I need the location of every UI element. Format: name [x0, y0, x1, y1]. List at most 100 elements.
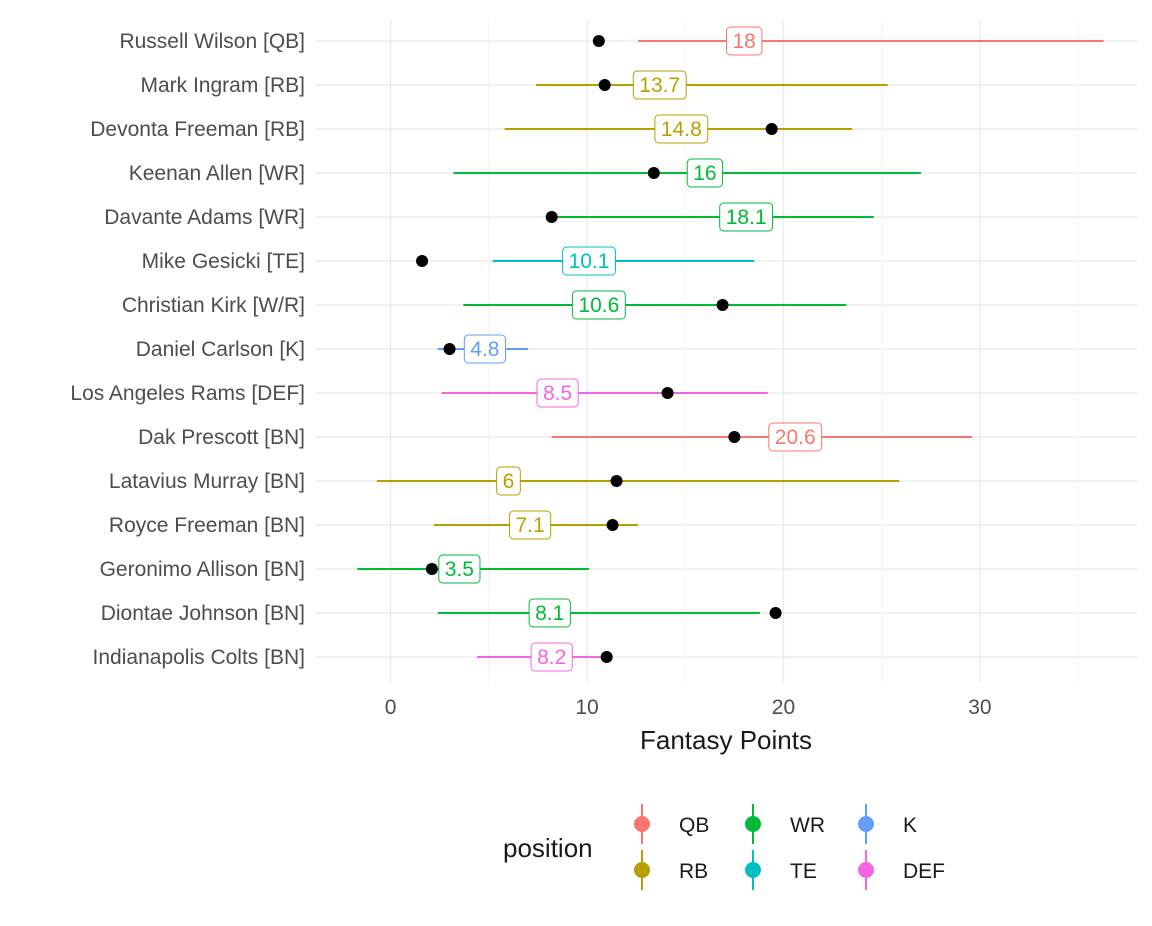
projected-value-box: [686, 158, 724, 188]
projected-value-label: 14.8: [654, 114, 709, 144]
actual-point: [592, 35, 605, 47]
actual-points: [416, 35, 782, 663]
value-labels: 18 13.7 14.8 16 18.1 10.1 10.6 4.8 8.5 20.6 67.1 3.…: [438, 26, 823, 672]
y-tick-label: Royce Freeman [BN]: [109, 514, 305, 537]
legend-label: TE: [790, 860, 817, 883]
y-tick-label: Latavius Murray [BN]: [109, 470, 305, 493]
legend-item: TE: [745, 850, 817, 890]
actual-point: [661, 387, 674, 399]
projected-value-text: 18.1: [726, 206, 767, 229]
x-axis-ticks: 0 10 20 30: [385, 696, 992, 719]
legend-key-point: [745, 862, 761, 878]
y-tick-label: Mark Ingram [RB]: [140, 74, 305, 97]
legend-label: RB: [679, 860, 708, 883]
legend-item: RB: [634, 850, 708, 890]
y-tick-label: Davante Adams [WR]: [104, 206, 305, 229]
actual-point: [443, 343, 456, 355]
projected-value-label: 8.5: [536, 378, 579, 408]
projected-value-box: [768, 422, 823, 452]
legend-item: DEF: [858, 850, 945, 890]
projected-value-label: 18.1: [719, 202, 774, 232]
projected-value-box: [536, 378, 579, 408]
y-axis-labels: Russell Wilson [QB] Mark Ingram [RB] Devon…: [70, 30, 305, 669]
actual-point: [610, 475, 623, 487]
actual-point: [416, 255, 429, 267]
legend: position QB RB WR TE K DEF: [503, 804, 945, 890]
legend-key-point: [745, 816, 761, 832]
x-axis-title: Fantasy Points: [640, 725, 812, 755]
legend-label: WR: [790, 814, 825, 837]
projected-value-text: 16: [693, 162, 716, 185]
actual-point: [545, 211, 558, 223]
actual-point: [598, 79, 611, 91]
legend-key-point: [634, 816, 650, 832]
projected-value-box: [463, 334, 507, 364]
projected-value-box: [496, 466, 521, 496]
projected-value-label: 6: [496, 466, 521, 496]
actual-point: [716, 299, 729, 311]
projected-value-text: 8.2: [537, 646, 566, 669]
projected-value-box: [654, 114, 709, 144]
actual-point: [647, 167, 660, 179]
projected-value-label: 4.8: [463, 334, 507, 364]
actual-point: [765, 123, 778, 135]
projected-value-box: [571, 290, 626, 320]
y-tick-label: Christian Kirk [W/R]: [122, 294, 305, 317]
projected-value-box: [562, 246, 616, 276]
legend-label: DEF: [903, 860, 945, 883]
y-tick-label: Daniel Carlson [K]: [136, 338, 305, 361]
projected-value-text: 3.5: [445, 558, 474, 581]
projected-value-label: 18: [725, 26, 763, 56]
projected-value-box: [719, 202, 774, 232]
projected-value-label: 13.7: [632, 70, 687, 100]
legend-key-point: [634, 862, 650, 878]
y-tick-label: Geronimo Allison [BN]: [100, 558, 305, 581]
projected-value-label: 8.2: [530, 642, 573, 672]
legend-label: K: [903, 814, 917, 837]
actual-point: [769, 607, 782, 619]
legend-title: position: [503, 833, 593, 863]
projected-value-text: 8.5: [543, 382, 572, 405]
projected-value-text: 20.6: [775, 426, 816, 449]
x-tick-label: 10: [575, 696, 598, 719]
projected-value-box: [508, 510, 552, 540]
y-tick-label: Diontae Johnson [BN]: [101, 602, 305, 625]
projected-value-box: [438, 554, 481, 584]
y-tick-label: Mike Gesicki [TE]: [142, 250, 305, 273]
y-tick-label: Dak Prescott [BN]: [138, 426, 305, 449]
actual-point: [600, 651, 613, 663]
legend-label: QB: [679, 814, 709, 837]
y-tick-label: Russell Wilson [QB]: [119, 30, 305, 53]
legend-item: QB: [634, 804, 709, 844]
projected-value-label: 3.5: [438, 554, 481, 584]
projected-value-text: 7.1: [515, 514, 544, 537]
y-tick-label: Indianapolis Colts [BN]: [93, 646, 305, 669]
x-tick-label: 0: [385, 696, 397, 719]
projected-value-label: 8.1: [528, 598, 571, 628]
x-tick-label: 30: [968, 696, 991, 719]
projected-value-text: 6: [503, 470, 515, 493]
y-tick-label: Los Angeles Rams [DEF]: [70, 382, 305, 405]
projected-value-label: 20.6: [768, 422, 823, 452]
projected-value-text: 13.7: [639, 74, 680, 97]
projected-value-label: 10.1: [562, 246, 616, 276]
projected-value-box: [725, 26, 763, 56]
actual-point: [606, 519, 619, 531]
y-tick-label: Devonta Freeman [RB]: [90, 118, 305, 141]
legend-item: K: [858, 804, 917, 844]
projected-value-text: 10.1: [569, 250, 610, 273]
x-tick-label: 20: [772, 696, 795, 719]
grid: [316, 20, 1137, 682]
projected-value-text: 4.8: [470, 338, 499, 361]
legend-item: WR: [745, 804, 825, 844]
actual-point: [425, 563, 438, 575]
projected-value-label: 16: [686, 158, 724, 188]
y-tick-label: Keenan Allen [WR]: [129, 162, 305, 185]
projected-value-label: 7.1: [508, 510, 552, 540]
projected-value-text: 10.6: [578, 294, 619, 317]
projected-value-box: [530, 642, 573, 672]
actual-point: [728, 431, 741, 443]
projected-value-box: [528, 598, 571, 628]
